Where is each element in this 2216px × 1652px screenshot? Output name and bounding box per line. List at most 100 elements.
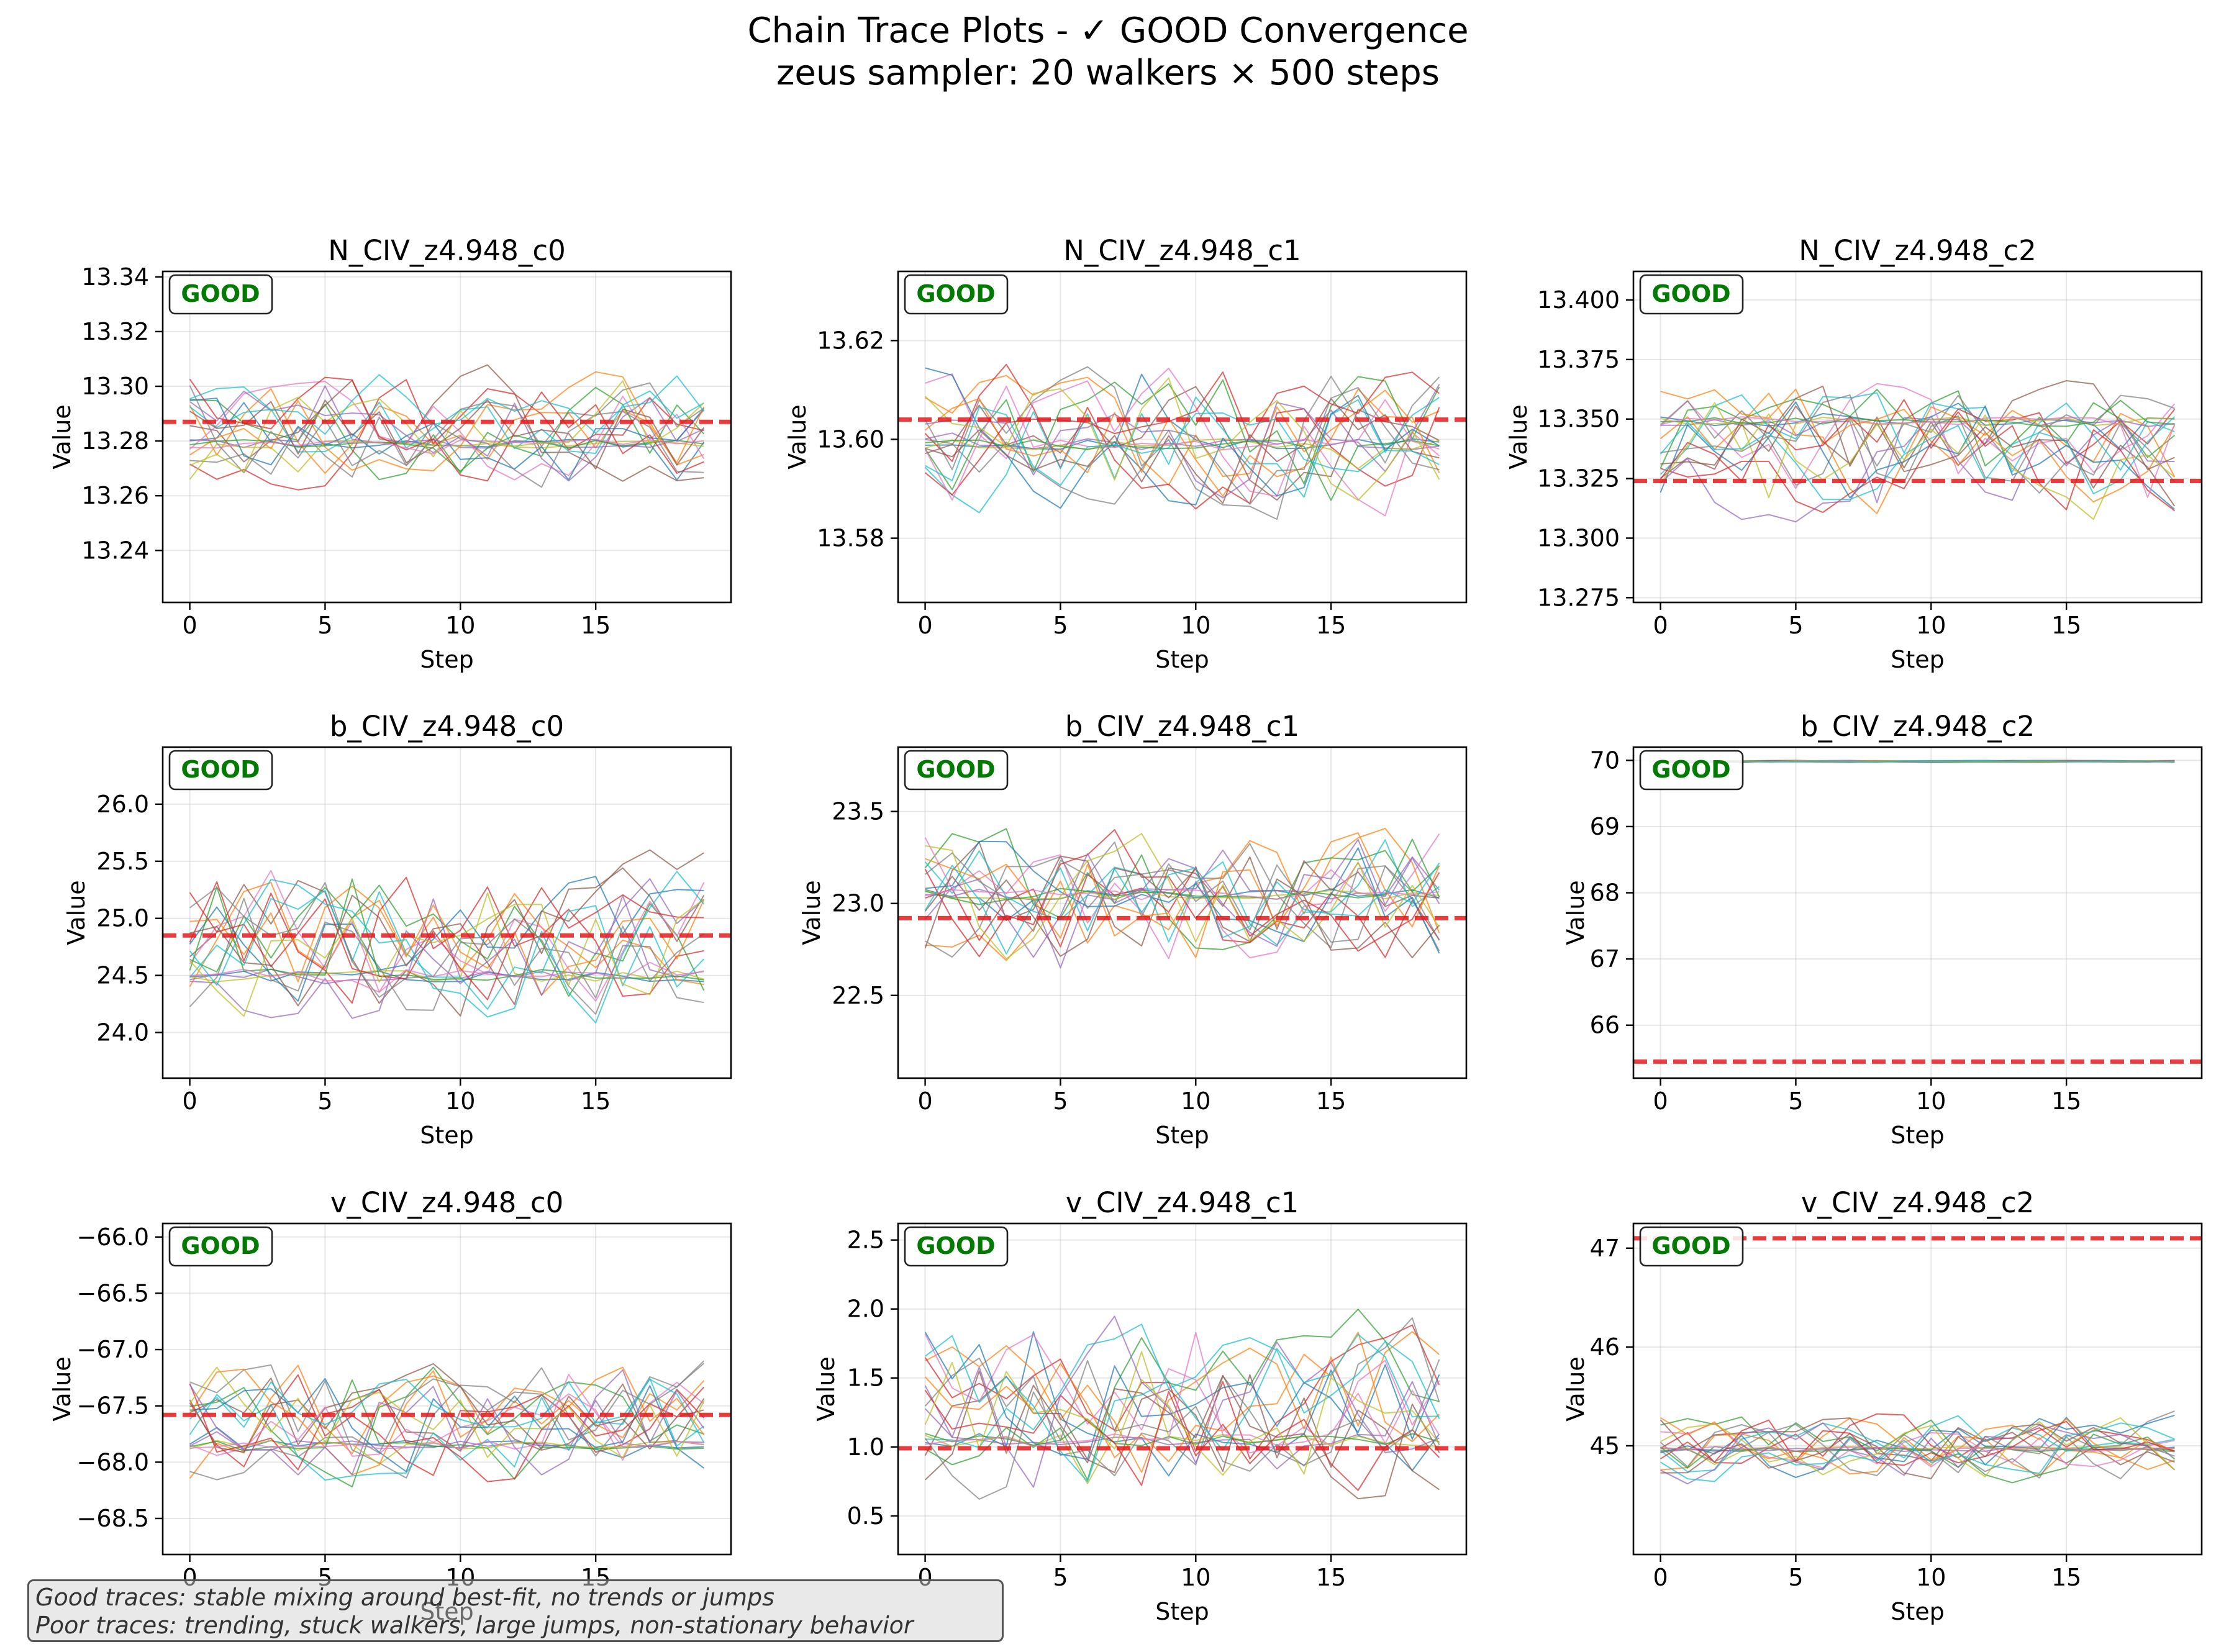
x-tick-label: 15 xyxy=(2051,1087,2081,1115)
subplot-v_CIV_z4.948_c2: 0 5 10 15 45 46 47 v_CIV_z4.948_c2 Step Value GOOD xyxy=(1562,1186,2203,1625)
y-tick-label: 46 xyxy=(1590,1333,1620,1361)
walker-trace xyxy=(189,1374,705,1476)
x-tick-label: 15 xyxy=(1316,612,1346,639)
walker-trace xyxy=(924,1324,1440,1459)
walker-trace xyxy=(1660,760,2175,763)
y-tick-label: 13.30 xyxy=(81,373,149,400)
subplot-N_CIV_z4.948_c1: 0 5 10 15 13.58 13.60 13.62 N_CIV_z4.948_c1 Step… xyxy=(784,234,1468,673)
y-tick-label: 47 xyxy=(1590,1235,1620,1262)
y-tick-label: 13.62 xyxy=(817,327,884,354)
y-tick-label: −67.0 xyxy=(77,1336,149,1363)
walker-trace xyxy=(189,849,704,1007)
y-tick-label: −67.5 xyxy=(77,1392,149,1420)
y-tick-label: 13.60 xyxy=(817,425,884,453)
walker-trace xyxy=(924,1332,1440,1463)
subplot-title: v_CIV_z4.948_c1 xyxy=(1066,1186,1299,1219)
plot-area xyxy=(1633,271,2202,602)
walker-trace xyxy=(189,878,705,1019)
x-tick-label: 15 xyxy=(2051,1564,2081,1591)
axes-frame xyxy=(897,1222,1468,1556)
x-tick-label: 10 xyxy=(1181,1087,1210,1115)
walker-trace xyxy=(1660,415,2175,523)
plot-area xyxy=(1633,747,2202,1078)
walker-trace xyxy=(924,838,1440,958)
walker-trace xyxy=(924,828,1440,950)
x-axis-label: Step xyxy=(1155,646,1209,673)
status-badge xyxy=(168,1226,273,1267)
x-tick-label: 5 xyxy=(1788,1564,1803,1591)
walker-trace xyxy=(925,843,1440,958)
y-tick-label: 1.0 xyxy=(847,1433,884,1461)
y-tick-label: 45 xyxy=(1590,1432,1620,1459)
walker-trace xyxy=(1660,402,2176,520)
y-axis-label: Value xyxy=(1562,880,1589,945)
x-axis-label: Step xyxy=(420,646,474,673)
walker-trace xyxy=(1660,1417,2175,1476)
walker-trace xyxy=(925,838,1440,905)
subplot-b_CIV_z4.948_c2: 0 5 10 15 66 67 68 69 70 b_CIV_z4.948_c2 Step Value… xyxy=(1562,710,2203,1149)
walker-trace xyxy=(189,364,704,482)
y-tick-label: 25.0 xyxy=(96,905,149,932)
y-tick-label: −68.5 xyxy=(77,1505,149,1532)
walker-trace xyxy=(924,862,1440,955)
x-tick-label: 10 xyxy=(1916,1564,1946,1591)
status-badge-label: GOOD xyxy=(181,280,260,307)
walker-trace xyxy=(189,897,704,1015)
subplot-b_CIV_z4.948_c0: 0 5 10 15 24.0 24.5 25.0 25.5 26.0 b_CIV_z4.948_c… xyxy=(63,710,732,1149)
status-badge-label: GOOD xyxy=(916,1232,995,1259)
y-tick-label: 67 xyxy=(1590,945,1620,973)
x-axis-label: Step xyxy=(1891,646,1945,673)
walker-traces xyxy=(189,849,705,1023)
x-tick-label: 0 xyxy=(182,1087,197,1115)
axes-frame xyxy=(897,270,1468,604)
walker-trace xyxy=(925,406,1440,486)
y-tick-label: 13.300 xyxy=(1537,524,1620,551)
subplot-v_CIV_z4.948_c0: 0 5 10 15−68.5−68.0−67.5−67.0−66.5−66.0v_CI… xyxy=(48,1186,732,1625)
y-tick-label: 13.375 xyxy=(1537,346,1620,373)
walker-trace xyxy=(189,1360,705,1479)
footnote-poor: Poor traces: trending, stuck walkers, la… xyxy=(35,1612,914,1639)
y-tick-label: 68 xyxy=(1590,879,1620,907)
subplot-v_CIV_z4.948_c1: 0 5 10 150.51.01.52.02.5v_CIV_z4.948_c1Step… xyxy=(812,1186,1468,1625)
axes-frame xyxy=(1632,746,2203,1079)
status-badge xyxy=(168,750,273,791)
x-tick-label: 0 xyxy=(917,612,932,639)
subplot-title: b_CIV_z4.948_c2 xyxy=(1800,710,2035,743)
walker-trace xyxy=(925,840,1440,954)
x-axis-label: Step xyxy=(420,1122,474,1149)
y-axis-label: Value xyxy=(63,880,90,945)
y-tick-label: 13.28 xyxy=(81,427,149,455)
walker-trace xyxy=(925,387,1440,505)
walker-trace xyxy=(189,1366,704,1487)
walker-traces xyxy=(1660,380,2176,523)
walker-trace xyxy=(925,386,1440,501)
y-axis-label: Value xyxy=(784,404,811,469)
subplot-N_CIV_z4.948_c2: 0 5 10 15 13.275 13.300 13.325 13.350 13.375 13.4… xyxy=(1505,234,2203,673)
walker-trace xyxy=(925,849,1440,969)
walker-trace xyxy=(189,440,704,480)
plot-area xyxy=(898,1223,1466,1554)
x-tick-label: 0 xyxy=(1653,1087,1668,1115)
walker-trace xyxy=(1660,388,2176,503)
walker-trace xyxy=(189,867,705,1017)
walker-trace xyxy=(1660,1415,2175,1473)
y-tick-label: 13.26 xyxy=(81,482,149,509)
x-tick-label: 5 xyxy=(1053,1564,1068,1591)
figure-subtitle: zeus sampler: 20 walkers × 500 steps xyxy=(776,53,1440,93)
walker-trace xyxy=(924,1317,1440,1477)
status-badge xyxy=(168,274,273,315)
walker-trace xyxy=(189,882,704,987)
footnote-good: Good traces: stable mixing around best-f… xyxy=(35,1584,774,1611)
walker-trace xyxy=(189,1374,704,1450)
x-tick-label: 10 xyxy=(1916,612,1946,639)
walker-trace xyxy=(189,1381,705,1461)
walker-trace xyxy=(925,1323,1440,1448)
x-tick-label: 0 xyxy=(182,612,197,639)
y-axis-label: Value xyxy=(1505,404,1532,469)
x-tick-label: 5 xyxy=(1053,612,1068,639)
status-badge xyxy=(904,274,1009,315)
subplot-title: b_CIV_z4.948_c0 xyxy=(330,710,564,743)
y-tick-label: 13.350 xyxy=(1537,406,1620,433)
walker-trace xyxy=(924,1359,1440,1500)
walker-trace xyxy=(189,898,704,1017)
